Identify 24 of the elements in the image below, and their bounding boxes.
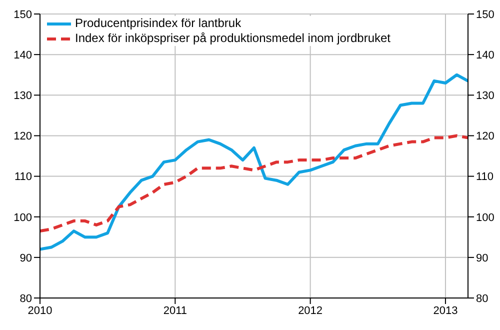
- line-series: [40, 73, 468, 251]
- x-tick-label: 2012: [298, 304, 323, 317]
- y-tick-label: 140: [14, 49, 32, 62]
- y-tick-label: 130: [14, 90, 32, 102]
- y-tick-label: 100: [14, 212, 32, 224]
- y2-tick-label: 100: [476, 212, 494, 224]
- y2-tick-label: 150: [476, 8, 494, 21]
- x-tick-label: 2011: [163, 304, 187, 317]
- y-tick-label: 80: [20, 292, 32, 305]
- y2-tick-label: 80: [476, 292, 488, 305]
- y-tick-label: 120: [14, 130, 32, 143]
- y2-tick-label: 110: [476, 171, 494, 184]
- x-tick-label: 2013: [433, 304, 458, 317]
- legend-label: Producentprisindex för lantbruk: [75, 16, 242, 31]
- x-tick-label: 2010: [28, 304, 52, 317]
- y2-tick-label: 130: [476, 90, 494, 102]
- legend-label: Index för inköpspriser på produktionsmedel inom jordbruket: [75, 31, 390, 46]
- y-tick-label: 150: [14, 8, 32, 21]
- y-tick-label: 90: [20, 252, 32, 264]
- y-tick-label: 110: [14, 171, 32, 184]
- y2-tick-label: 140: [476, 49, 494, 62]
- line-series: [40, 134, 468, 233]
- y2-tick-label: 120: [476, 130, 494, 143]
- y2-tick-label: 90: [476, 252, 488, 264]
